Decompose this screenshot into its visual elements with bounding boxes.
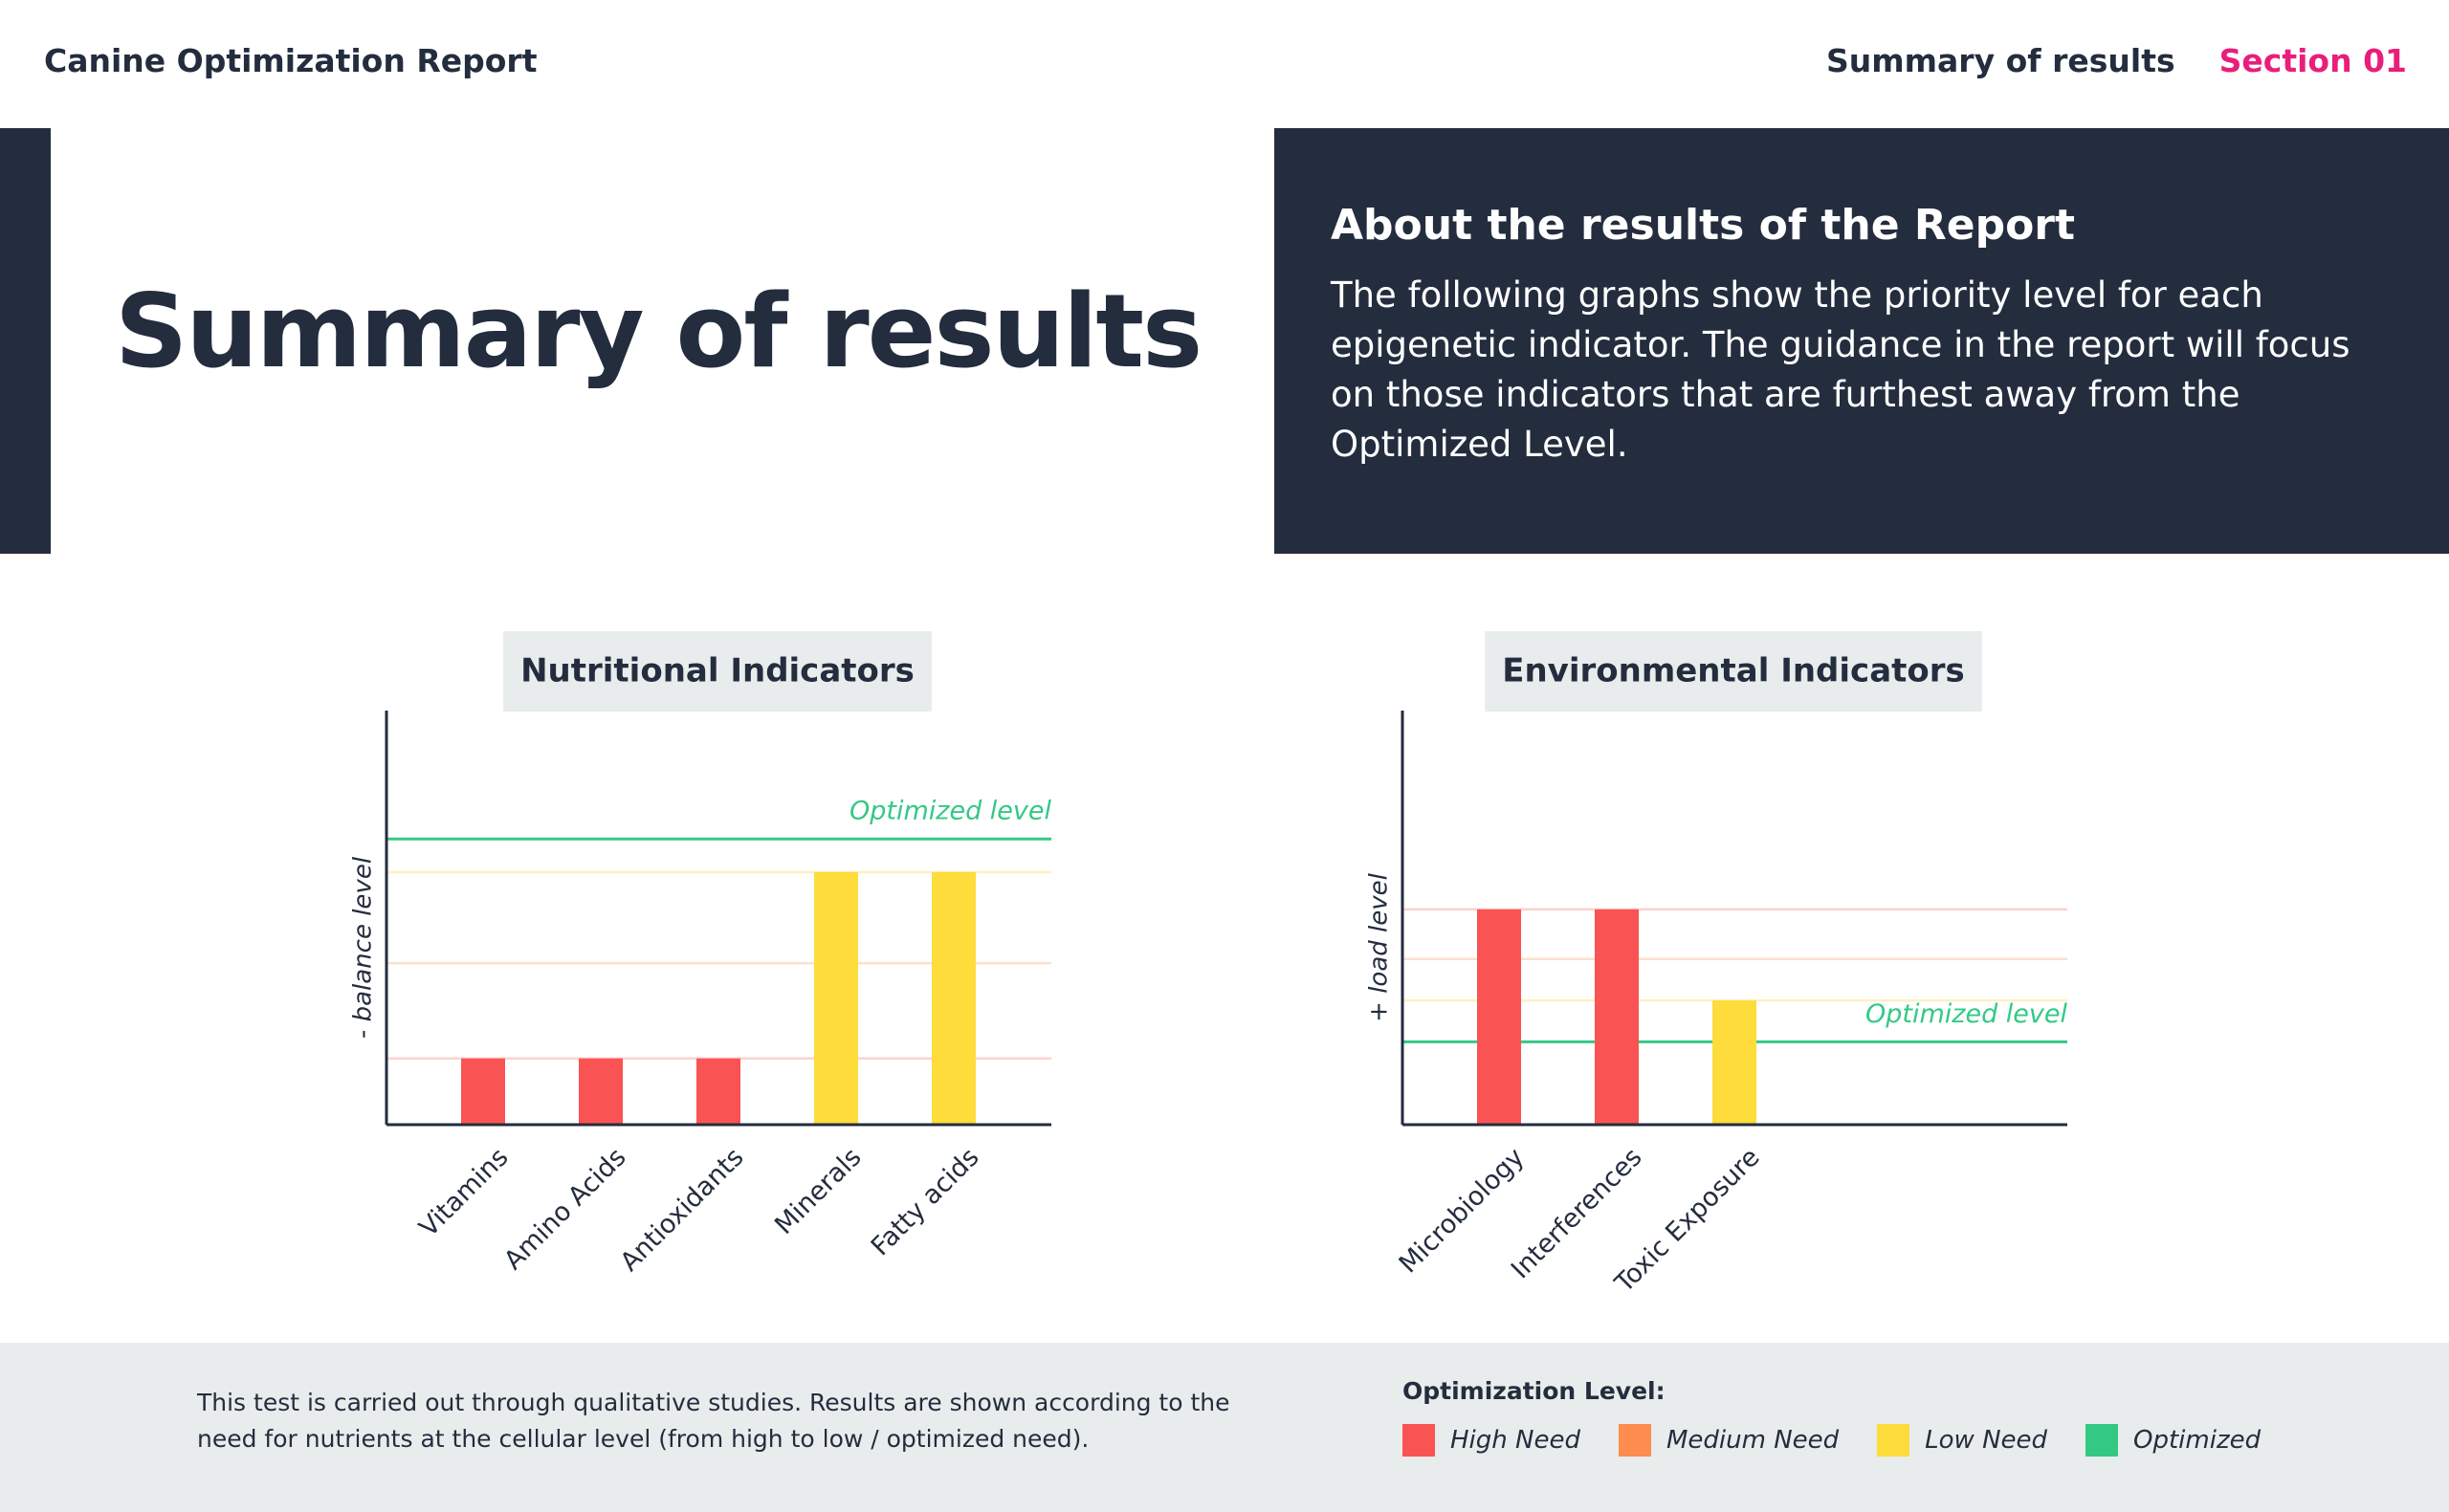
optimized-label: Optimized level (1865, 999, 2067, 1029)
x-tick-label: Fatty acids (866, 1143, 985, 1262)
section-title[interactable]: Summary of results (1826, 42, 2175, 79)
x-tick-label: Antioxidants (615, 1143, 750, 1278)
legend-label: Low Need (1925, 1426, 2048, 1455)
legend-swatch (1402, 1424, 1435, 1457)
chart-title-box (503, 631, 932, 712)
charts: Nutritional Indicators Optimized level Vit… (349, 631, 2067, 1299)
about-text: The following graphs show the priority l… (1331, 274, 2350, 465)
legend-item: Optimized (2085, 1424, 2261, 1457)
legend: Optimization Level: High Need Medium Need… (1402, 1377, 2261, 1457)
chart-title: Environmental Indicators (1502, 652, 1965, 690)
legend-swatch (1877, 1424, 1910, 1457)
bar (1712, 1000, 1756, 1125)
chart-title-box (1485, 631, 1982, 712)
legend-items: High Need Medium Need Low Need Optimized (1402, 1424, 2261, 1457)
bar (1595, 909, 1639, 1125)
chart-title-group: Nutritional Indicators (503, 631, 932, 712)
legend-swatch (1618, 1424, 1651, 1457)
legend-title: Optimization Level: (1402, 1377, 1666, 1405)
hero-title: Summary of results (115, 273, 1202, 390)
bar (1477, 909, 1521, 1125)
legend-label: Optimized (2133, 1426, 2261, 1455)
legend-item: Low Need (1877, 1424, 2047, 1457)
about-box: About the results of the Report The foll… (1274, 128, 2449, 554)
bar (461, 1058, 505, 1125)
chart-title: Nutritional Indicators (520, 652, 915, 690)
bar (696, 1058, 740, 1125)
x-tick-label: Minerals (769, 1143, 867, 1240)
header-nav: Summary of results Section 01 (1826, 42, 2407, 79)
section-number[interactable]: Section 01 (2218, 42, 2407, 79)
legend-label: Medium Need (1666, 1426, 1840, 1455)
y-axis-label: + load level (1365, 872, 1394, 1021)
x-tick-label: Amino Acids (498, 1143, 631, 1276)
legend-swatch (2085, 1424, 2119, 1457)
optimized-label: Optimized level (849, 797, 1051, 826)
footer-note: This test is carried out through qualita… (197, 1389, 1230, 1453)
accent-band (0, 128, 51, 554)
legend-item: High Need (1402, 1424, 1580, 1457)
about-heading: About the results of the Report (1331, 201, 2076, 250)
y-axis-label: - balance level (349, 856, 378, 1039)
legend-label: High Need (1450, 1426, 1580, 1455)
legend-item: Medium Need (1618, 1424, 1840, 1457)
report-title: Canine Optimization Report (44, 42, 538, 79)
footer: This test is carried out through qualita… (0, 1343, 2449, 1512)
bar (814, 871, 858, 1125)
chart-title-group: Environmental Indicators (1485, 631, 1982, 712)
x-tick-label: Vitamins (414, 1143, 515, 1243)
bar (579, 1058, 623, 1125)
bar (932, 871, 976, 1125)
